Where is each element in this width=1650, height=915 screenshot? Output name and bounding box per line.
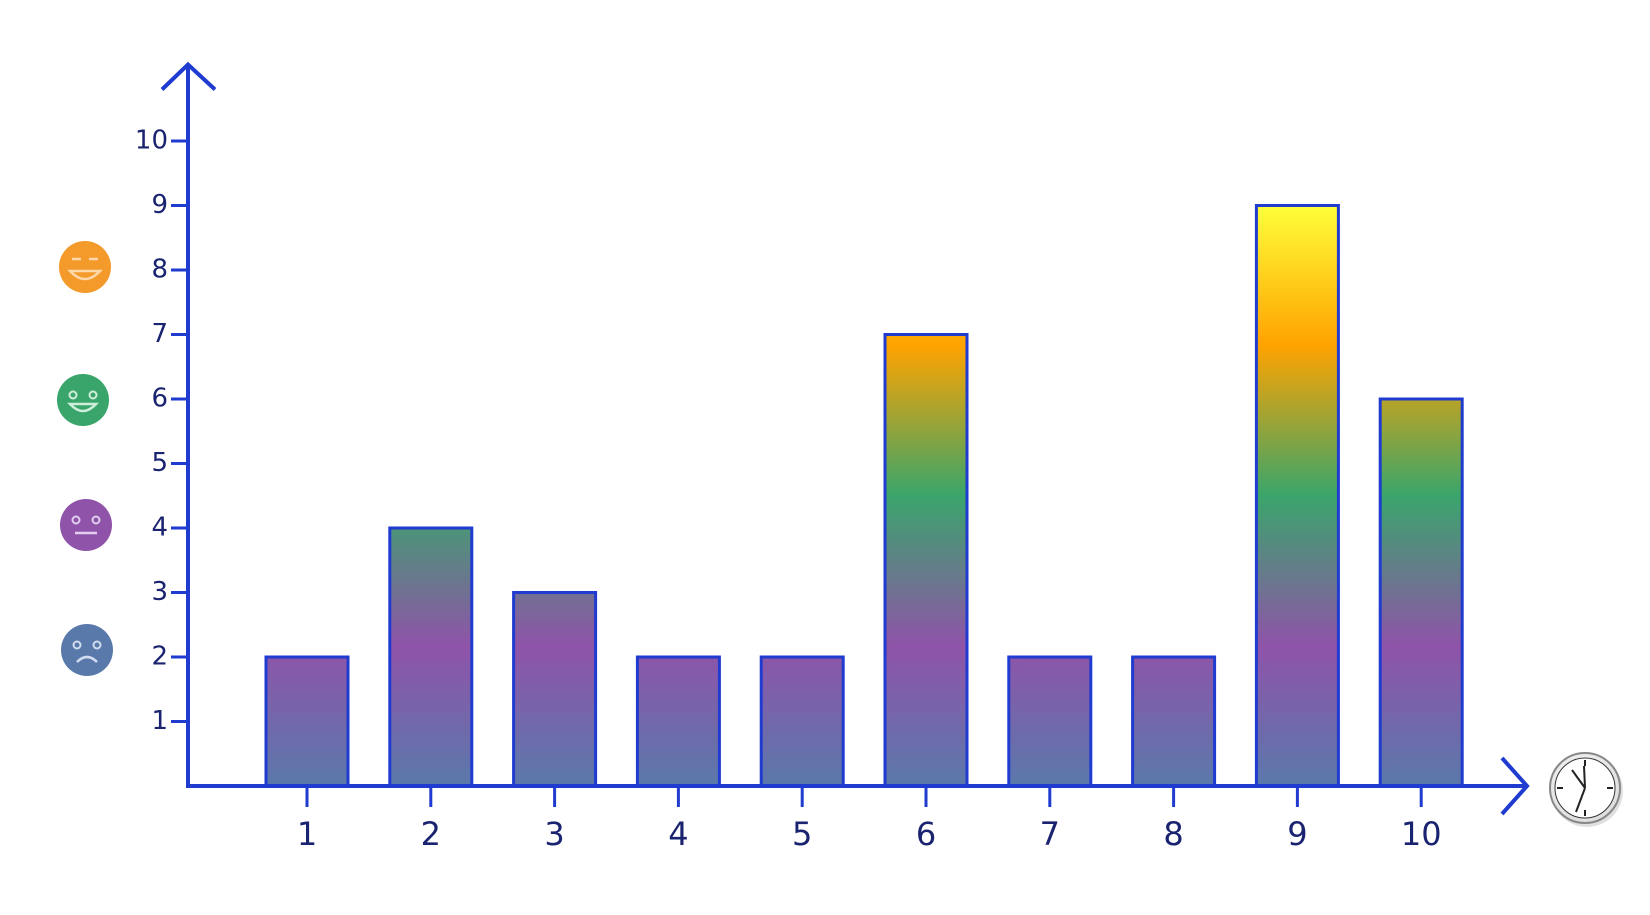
face-neutral xyxy=(60,499,112,551)
face-happy xyxy=(57,374,109,426)
x-tick-label: 2 xyxy=(421,815,441,853)
y-tick-label: 6 xyxy=(151,384,168,414)
y-tick-label: 9 xyxy=(151,190,168,220)
y-tick-label: 10 xyxy=(135,126,168,156)
bar xyxy=(512,591,598,788)
bar xyxy=(883,333,969,788)
x-tick-label: 3 xyxy=(544,815,564,853)
x-tick-label: 6 xyxy=(916,815,936,853)
face-laughing xyxy=(59,241,111,293)
y-axis-arrow xyxy=(160,61,217,91)
bar xyxy=(635,655,721,788)
y-tick-label: 4 xyxy=(151,513,168,543)
x-tick-label: 4 xyxy=(668,815,688,853)
bar xyxy=(388,526,474,788)
bar xyxy=(759,655,845,788)
y-tick-label: 3 xyxy=(151,577,168,607)
y-tick-label: 1 xyxy=(151,706,168,736)
clock-icon xyxy=(1549,752,1623,827)
bar xyxy=(264,655,350,788)
bar xyxy=(1254,204,1340,788)
x-tick-label: 8 xyxy=(1163,815,1183,853)
x-tick-label: 10 xyxy=(1401,815,1442,853)
y-tick-label: 8 xyxy=(151,255,168,285)
y-tick-label: 7 xyxy=(151,319,168,349)
x-tick-label: 1 xyxy=(297,815,317,853)
x-tick-label: 9 xyxy=(1287,815,1307,853)
bar xyxy=(1007,655,1093,788)
bar xyxy=(1378,397,1464,788)
y-tick-label: 2 xyxy=(151,642,168,672)
y-tick-label: 5 xyxy=(151,448,168,478)
x-tick-label: 7 xyxy=(1040,815,1060,853)
plot-area: 1 2 3 4 5 6 7 8 9 10 1 2 3 4 5 6 7 8 9 10 xyxy=(135,61,1530,853)
bar xyxy=(1131,655,1217,788)
face-sad xyxy=(61,624,113,676)
x-tick-label: 5 xyxy=(792,815,812,853)
x-axis-arrow xyxy=(1500,756,1530,816)
